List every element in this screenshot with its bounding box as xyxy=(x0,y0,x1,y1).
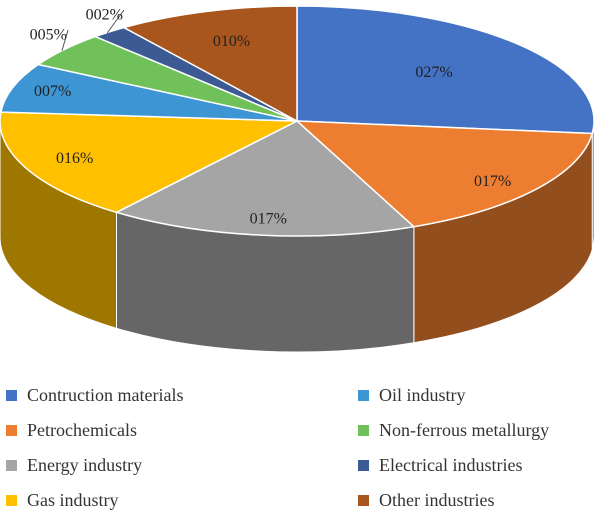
legend-item-contruction-materials: Contruction materials xyxy=(6,384,183,406)
legend-item-other-industries: Other industries xyxy=(358,489,494,511)
pie-slice-energy-industry xyxy=(114,120,416,237)
legend-label: Electrical industries xyxy=(379,454,523,475)
legend-item-non-ferrous-metallurgy: Non-ferrous metallurgy xyxy=(358,419,549,441)
data-label-other-industries: 010% xyxy=(213,33,250,50)
legend-label: Other industries xyxy=(379,489,495,510)
data-label-oil-industry: 007% xyxy=(34,83,71,100)
legend-swatch xyxy=(358,389,369,401)
legend-label: Oil industry xyxy=(379,384,466,405)
legend-swatch xyxy=(358,424,369,436)
legend-label: Petrochemicals xyxy=(27,419,137,440)
legend: Contruction materials Petrochemicals Energ… xyxy=(0,376,600,513)
legend-swatch xyxy=(6,424,17,436)
data-label-energy-industry: 017% xyxy=(250,211,287,228)
legend-swatch xyxy=(358,459,369,471)
legend-item-gas-industry: Gas industry xyxy=(6,489,119,511)
leader-line-electrical-industries xyxy=(106,9,125,34)
legend-item-energy-industry: Energy industry xyxy=(6,454,142,476)
pie-chart-svg: 027% 017% 017% 016% 007% 005% 002% 010% xyxy=(0,5,595,353)
pie-slice-oil-industry xyxy=(0,63,298,122)
legend-swatch xyxy=(6,389,17,401)
data-label-electrical-industries: 002% xyxy=(86,7,123,24)
legend-label: Contruction materials xyxy=(27,384,184,405)
legend-item-petrochemicals: Petrochemicals xyxy=(6,419,137,441)
data-label-gas-industry: 016% xyxy=(56,150,93,167)
legend-swatch xyxy=(6,494,17,506)
legend-swatch xyxy=(358,494,369,506)
legend-label: Non-ferrous metallurgy xyxy=(379,419,550,440)
pie-slice-contruction-materials xyxy=(296,5,595,135)
legend-label: Energy industry xyxy=(27,454,143,475)
data-label-contruction-materials: 027% xyxy=(415,64,452,81)
pie-slice-petrochemicals xyxy=(294,120,594,228)
legend-swatch xyxy=(6,459,17,471)
pie-slice-other-industries xyxy=(121,5,298,123)
legend-item-oil-industry: Oil industry xyxy=(358,384,466,406)
data-label-petrochemicals: 017% xyxy=(474,173,511,190)
legend-label: Gas industry xyxy=(27,489,119,510)
data-label-non-ferrous-metallurgy: 005% xyxy=(30,27,67,44)
legend-item-electrical-industries: Electrical industries xyxy=(358,454,522,476)
leader-line-non-ferrous-metallurgy xyxy=(61,29,69,51)
pie-slice-gas-industry xyxy=(0,111,298,214)
